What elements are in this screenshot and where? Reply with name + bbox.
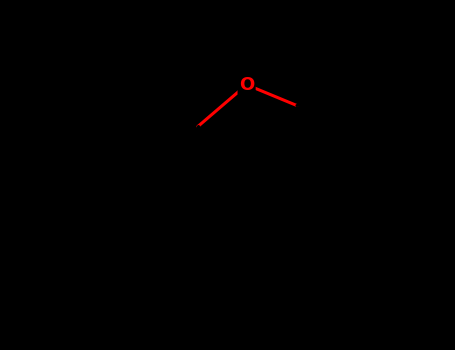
Text: O: O	[239, 76, 254, 94]
